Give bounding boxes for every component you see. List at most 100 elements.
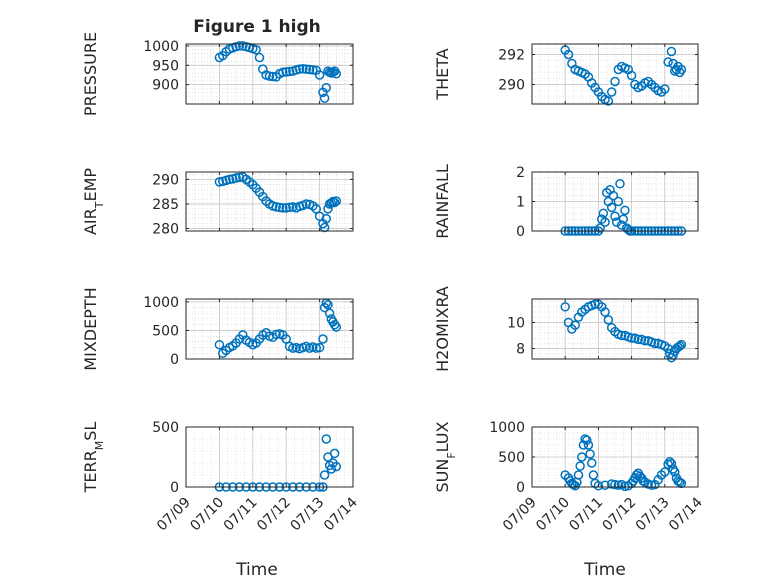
data-point — [271, 329, 281, 340]
data-point — [278, 67, 288, 78]
y-tick-label: 1000 — [143, 295, 179, 311]
y-axis-label: RAINFALL — [433, 164, 452, 239]
data-point — [274, 202, 285, 213]
data-point — [610, 479, 620, 490]
y-axis-label: THETA — [433, 48, 452, 100]
data-series — [214, 298, 342, 359]
y-tick-label: 0 — [516, 480, 525, 496]
subplot-4: 0 1 2 RAINFALL — [433, 164, 699, 240]
data-point — [610, 76, 620, 87]
y-tick-label: 290 — [152, 172, 179, 188]
x-tick-label: 07/14 — [666, 494, 706, 534]
data-point — [666, 46, 677, 57]
data-point — [321, 82, 332, 93]
data-series — [560, 45, 687, 106]
data-point — [304, 64, 315, 75]
data-point — [613, 480, 624, 490]
data-point — [314, 342, 325, 353]
data-point — [331, 69, 342, 79]
data-point — [600, 217, 610, 227]
data-series — [214, 41, 342, 103]
figure-title: Figure 1 high — [193, 17, 321, 37]
data-point — [314, 70, 325, 80]
data-point — [234, 41, 245, 51]
data-point — [663, 459, 673, 469]
data-point — [600, 480, 610, 490]
y-tick-label: 900 — [152, 78, 179, 94]
data-point — [288, 343, 298, 353]
data-point — [640, 335, 650, 346]
data-point — [301, 64, 311, 74]
data-point — [281, 67, 291, 77]
data-point — [666, 458, 677, 469]
x-tick-label: 07/09 — [500, 495, 540, 535]
data-point — [321, 434, 332, 444]
y-tick-label: 292 — [498, 48, 525, 64]
data-point — [326, 198, 337, 208]
y-tick-label: 0 — [516, 224, 525, 240]
y-tick-label: 950 — [152, 58, 179, 74]
data-point — [271, 202, 281, 212]
data-point — [606, 87, 617, 97]
data-point — [613, 196, 624, 207]
y-tick-label: 0 — [170, 352, 179, 368]
data-point — [224, 174, 235, 185]
data-point — [563, 49, 574, 60]
y-axis-label: MIXDEPTH — [81, 287, 100, 370]
y-tick-label: 8 — [516, 342, 525, 358]
y-tick-label: 280 — [152, 222, 179, 238]
y-tick-label: 500 — [152, 323, 179, 339]
data-point — [603, 315, 614, 325]
data-point — [318, 334, 328, 344]
y-axis-label: H2OMIXRA — [433, 286, 452, 372]
data-point — [301, 199, 311, 209]
data-point — [638, 476, 648, 486]
axes-box — [185, 43, 354, 105]
data-point — [663, 57, 673, 67]
data-point — [329, 448, 340, 459]
data-point — [264, 71, 275, 81]
y-axis-label: PRESSURE — [81, 32, 100, 116]
data-point — [323, 299, 333, 310]
x-tick-label: 07/10 — [187, 495, 227, 535]
data-point — [281, 203, 291, 213]
data-point — [606, 479, 617, 489]
data-point — [676, 339, 687, 350]
x-tick-label: 07/11 — [221, 495, 261, 535]
data-point — [616, 220, 627, 230]
data-point — [598, 208, 609, 219]
axes-box — [531, 43, 699, 105]
y-tick-label: 0 — [170, 480, 179, 496]
data-point — [214, 177, 225, 187]
data-point — [311, 343, 322, 353]
axes-box — [531, 298, 699, 360]
data-point — [298, 64, 308, 74]
data-point — [575, 461, 585, 471]
data-point — [573, 470, 584, 480]
data-point — [595, 223, 605, 233]
y-tick-label: 285 — [152, 197, 179, 213]
data-point — [284, 202, 295, 213]
data-point — [231, 173, 241, 183]
data-point — [600, 307, 610, 317]
data-series — [214, 172, 342, 233]
data-point — [570, 320, 580, 330]
data-point — [321, 213, 332, 224]
data-point — [560, 302, 570, 312]
data-point — [610, 211, 620, 221]
data-point — [670, 467, 680, 477]
data-point — [319, 470, 330, 480]
data-point — [214, 339, 225, 350]
data-point — [294, 64, 305, 74]
x-tick-label: 07/14 — [321, 494, 361, 534]
data-point — [676, 64, 687, 75]
y-tick-label: 10 — [507, 315, 525, 331]
data-point — [324, 308, 335, 319]
data-point — [577, 452, 587, 462]
data-point — [650, 338, 660, 349]
subplot-1: 900 950 1000 PRESSURE — [81, 32, 354, 116]
data-point — [626, 333, 637, 343]
data-point — [674, 341, 685, 351]
